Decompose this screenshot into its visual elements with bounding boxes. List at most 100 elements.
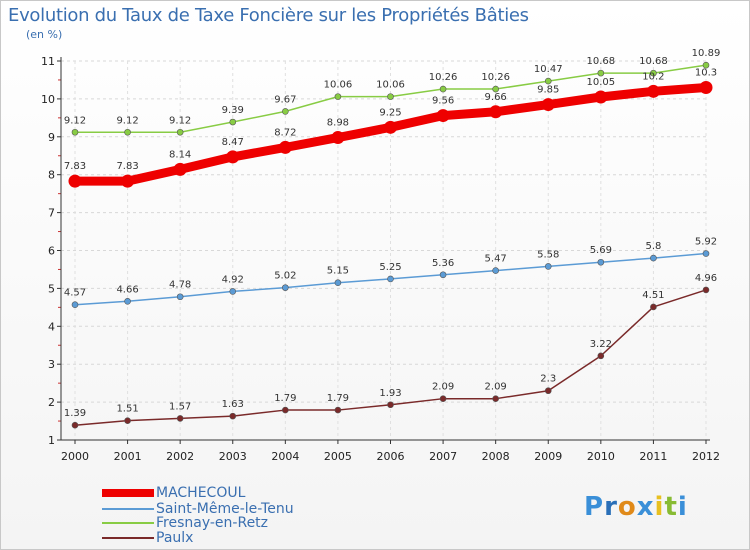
data-point xyxy=(226,150,240,164)
data-point xyxy=(439,85,447,93)
data-point xyxy=(439,271,447,279)
data-point xyxy=(492,267,499,274)
y-axis-unit-label: (en %) xyxy=(26,28,63,41)
data-label: 10.47 xyxy=(534,64,563,75)
x-tick-label: 2012 xyxy=(692,450,720,463)
data-point xyxy=(436,109,450,123)
data-label: 10.26 xyxy=(429,72,458,83)
y-tick-label: 7 xyxy=(48,207,55,220)
data-label: 9.85 xyxy=(537,85,559,96)
x-tick-label: 2000 xyxy=(61,450,89,463)
data-point xyxy=(387,275,394,283)
y-tick-label: 3 xyxy=(48,358,55,371)
data-point xyxy=(176,128,184,136)
data-point xyxy=(387,401,394,409)
data-point xyxy=(384,120,397,134)
data-label: 4.57 xyxy=(64,288,86,299)
data-label: 5.8 xyxy=(645,241,661,252)
y-tick-label: 5 xyxy=(48,282,55,295)
data-point xyxy=(229,288,237,295)
data-point xyxy=(492,395,499,402)
data-point xyxy=(282,284,289,291)
data-label: 3.22 xyxy=(590,339,612,350)
data-label: 4.66 xyxy=(116,284,138,295)
x-tick-label: 2011 xyxy=(639,450,667,463)
data-label: 5.25 xyxy=(379,262,401,273)
data-label: 4.96 xyxy=(695,273,717,284)
data-point xyxy=(176,415,184,422)
x-tick-label: 2007 xyxy=(429,450,457,463)
data-point xyxy=(387,93,394,100)
data-label: 1.79 xyxy=(274,393,296,404)
data-label: 9.66 xyxy=(485,92,507,103)
y-tick-label: 2 xyxy=(48,396,55,409)
data-label: 10.06 xyxy=(376,80,405,91)
data-label: 10.26 xyxy=(481,72,510,83)
data-point xyxy=(544,387,552,395)
data-label: 8.14 xyxy=(169,149,191,160)
x-tick-label: 2005 xyxy=(324,450,352,463)
legend-label: Paulx xyxy=(156,530,194,546)
data-label: 9.12 xyxy=(169,115,191,126)
data-label: 5.02 xyxy=(274,271,296,282)
data-point xyxy=(68,174,82,188)
data-label: 2.09 xyxy=(432,382,454,393)
data-label: 9.67 xyxy=(274,94,296,105)
data-point xyxy=(650,254,657,262)
data-label: 9.25 xyxy=(379,107,401,118)
x-tick-label: 2001 xyxy=(114,450,142,463)
data-point xyxy=(334,93,342,100)
y-tick-label: 4 xyxy=(48,320,55,333)
legend-swatch xyxy=(102,522,154,524)
y-tick-label: 8 xyxy=(48,169,55,182)
data-label: 4.92 xyxy=(222,274,244,285)
data-label: 8.98 xyxy=(327,118,349,129)
legend-label: Fresnay-en-Retz xyxy=(156,515,269,531)
data-label: 4.51 xyxy=(642,290,664,301)
legend-swatch xyxy=(102,489,154,497)
data-label: 10.2 xyxy=(642,71,664,82)
data-point xyxy=(121,174,135,188)
data-label: 5.36 xyxy=(432,258,454,269)
data-point xyxy=(597,352,605,360)
data-label: 1.57 xyxy=(169,401,191,412)
data-point xyxy=(597,258,605,266)
data-point xyxy=(173,162,187,176)
data-label: 1.79 xyxy=(327,393,349,404)
data-label: 10.89 xyxy=(692,48,721,59)
data-point xyxy=(331,131,345,145)
data-label: 5.15 xyxy=(327,266,349,277)
y-tick-label: 9 xyxy=(48,131,55,144)
data-point xyxy=(124,128,131,136)
data-label: 1.93 xyxy=(379,388,401,399)
data-point xyxy=(489,105,503,119)
legend-label: Saint-Même-le-Tenu xyxy=(156,501,294,517)
data-point xyxy=(334,406,342,414)
data-label: 9.56 xyxy=(432,96,454,107)
data-label: 8.47 xyxy=(222,137,244,148)
proxiti-logo: Proxiti xyxy=(584,492,688,522)
data-point xyxy=(650,303,657,311)
data-label: 7.83 xyxy=(116,161,138,172)
chart-title: Evolution du Taux de Taxe Foncière sur l… xyxy=(8,5,529,26)
data-label: 5.58 xyxy=(537,249,559,260)
x-tick-label: 2004 xyxy=(271,450,299,463)
y-tick-label: 11 xyxy=(41,55,55,68)
data-point xyxy=(176,293,184,301)
data-point xyxy=(71,421,79,429)
data-label: 9.12 xyxy=(64,115,86,126)
data-point xyxy=(699,81,713,95)
legend-swatch xyxy=(102,537,154,539)
x-tick-label: 2010 xyxy=(587,450,615,463)
legend-item-paulx: Paulx xyxy=(102,530,193,546)
data-point xyxy=(541,98,555,112)
data-point xyxy=(646,84,660,98)
data-label: 9.39 xyxy=(222,105,244,116)
x-tick-label: 2003 xyxy=(219,450,247,463)
data-label: 1.63 xyxy=(222,399,244,410)
legend-label: MACHECOUL xyxy=(156,485,246,501)
data-point xyxy=(594,90,608,104)
data-label: 10.06 xyxy=(324,80,353,91)
data-label: 9.12 xyxy=(116,115,138,126)
